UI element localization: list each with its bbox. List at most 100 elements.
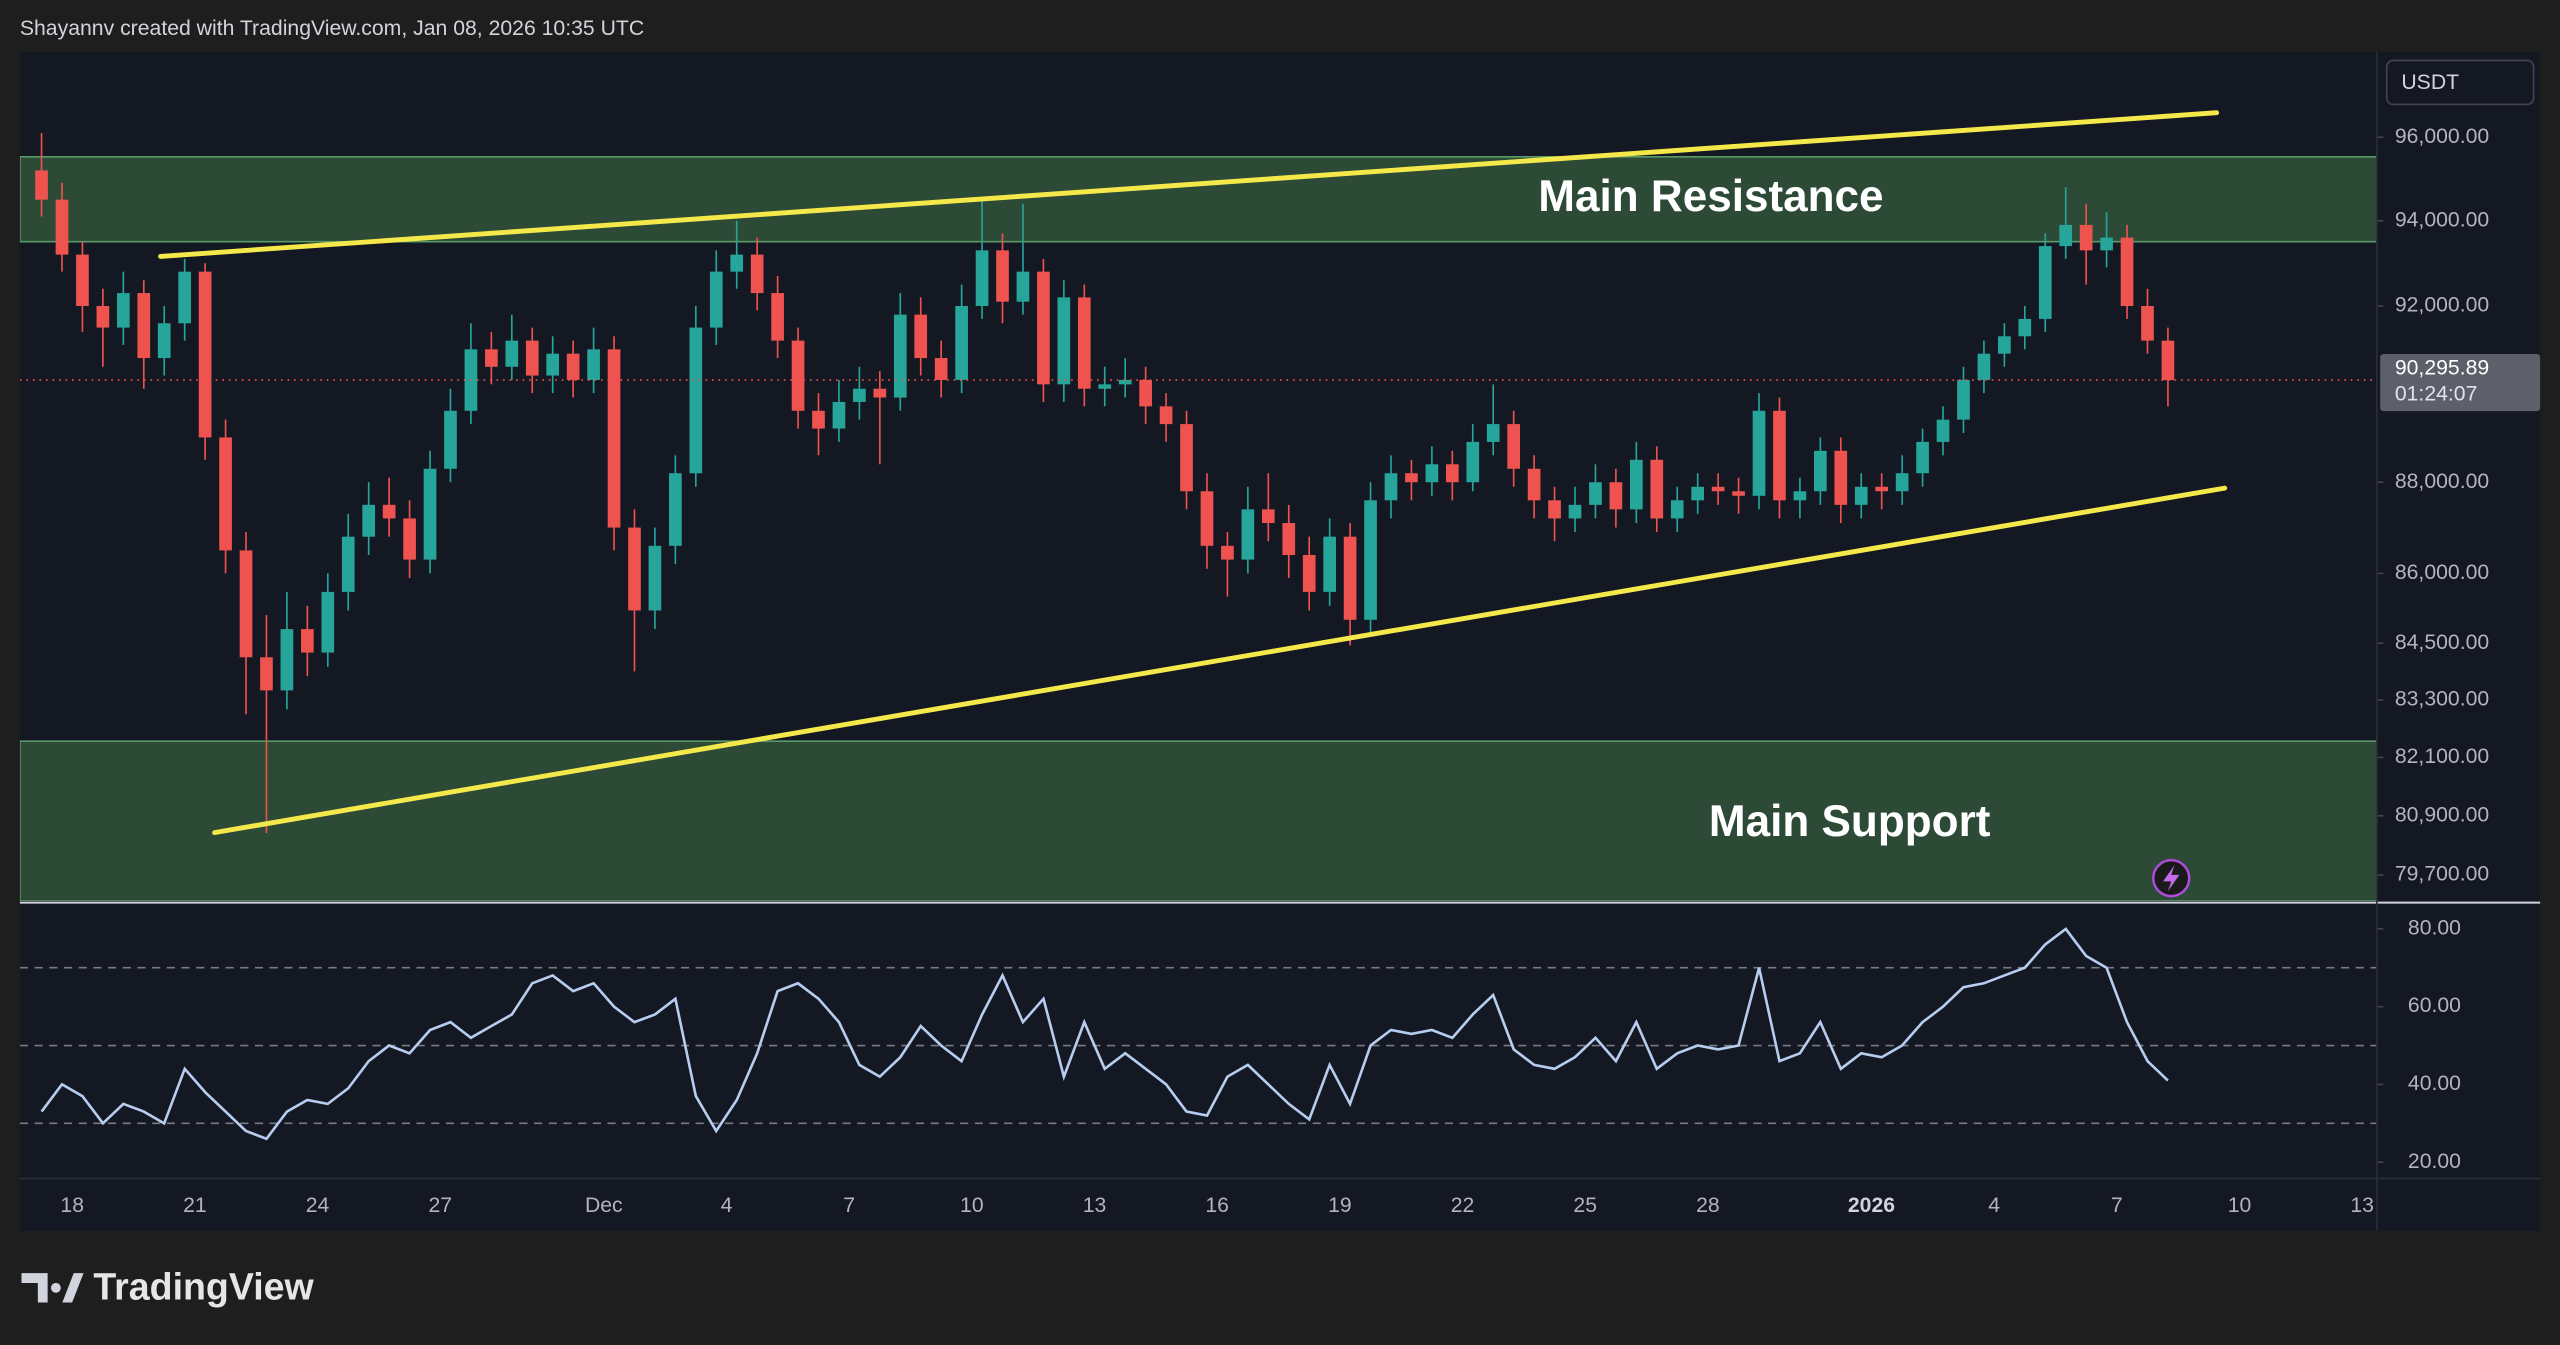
candle-body: [505, 340, 519, 367]
x-tick-label: 10: [960, 1194, 984, 1217]
candle-body: [198, 271, 212, 438]
candle-body: [587, 349, 600, 380]
x-tick-label: 25: [1573, 1194, 1597, 1217]
last-price: 90,295.89: [2395, 356, 2489, 379]
zone: [19, 740, 2377, 902]
candle-body: [1732, 491, 1745, 496]
rsi-tick-label: 40.00: [2408, 1072, 2461, 1095]
candle-body: [157, 323, 171, 359]
candle-body: [2120, 237, 2134, 306]
candle-body: [975, 250, 989, 306]
rsi-line: [40, 927, 2169, 1141]
candle-body: [1609, 482, 1623, 510]
candle-body: [1323, 536, 1336, 592]
candle-body: [1773, 410, 1786, 501]
candle-body: [260, 657, 273, 691]
brand-logo[interactable]: [21, 1273, 84, 1303]
rsi-tick-label: 20.00: [2408, 1150, 2461, 1173]
candle-body: [955, 305, 968, 380]
candle-body: [1895, 473, 1909, 492]
candle-body: [1814, 450, 1827, 492]
x-tick-label: Dec: [585, 1194, 623, 1217]
candle-body: [1527, 468, 1541, 501]
candle-body: [178, 271, 192, 324]
candle-body: [2141, 305, 2154, 341]
candle-body: [1998, 336, 2011, 354]
candle-body: [239, 550, 253, 658]
candle-body: [1548, 500, 1561, 519]
x-tick-label: 10: [2228, 1194, 2252, 1217]
candle-body: [1875, 486, 1889, 492]
trendline: [158, 110, 2220, 259]
candle-body: [321, 591, 335, 653]
x-tick-label: 4: [721, 1194, 733, 1217]
x-tick-label: 19: [1328, 1194, 1352, 1217]
candle-body: [382, 504, 396, 519]
candle-body: [566, 353, 580, 380]
candle-body: [1589, 482, 1602, 505]
y-tick-label: 84,500.00: [2395, 631, 2489, 654]
x-tick-label: 16: [1205, 1194, 1229, 1217]
candle-body: [423, 468, 437, 560]
candle-body: [1854, 486, 1868, 505]
countdown: 01:24:07: [2395, 382, 2478, 405]
candle-body: [2038, 246, 2052, 319]
candle-body: [648, 545, 662, 611]
trendline: [212, 485, 2228, 836]
candle-body: [812, 410, 825, 429]
candle-body: [35, 170, 48, 200]
brand[interactable]: TradingView: [93, 1265, 314, 1307]
candle-body: [1425, 464, 1439, 483]
candle-body: [362, 504, 376, 537]
x-tick-label: 7: [2111, 1194, 2123, 1217]
candle-body: [2161, 340, 2175, 381]
candle-body: [1670, 500, 1684, 519]
candle-body: [1711, 486, 1725, 492]
candle-body: [750, 254, 764, 294]
candle-body: [1507, 424, 1521, 469]
candle-body: [771, 293, 784, 341]
candle-body: [689, 327, 703, 474]
currency-box[interactable]: [2385, 59, 2535, 106]
candle-body: [893, 314, 907, 398]
candle-body: [873, 388, 887, 398]
candle-body: [525, 340, 539, 376]
candle-body: [1405, 473, 1418, 483]
candle-body: [1098, 384, 1112, 389]
candle-body: [1834, 450, 1848, 505]
candle-body: [1957, 379, 1970, 420]
x-tick-label: 2026: [1848, 1194, 1895, 1217]
zone-label: Main Support: [1709, 797, 1991, 846]
x-tick-label: 4: [1988, 1194, 2000, 1217]
rsi-tick-label: 60.00: [2408, 994, 2461, 1017]
candle-body: [709, 271, 723, 328]
x-tick-label: 13: [2350, 1194, 2374, 1217]
x-tick-label: 28: [1696, 1194, 1720, 1217]
candle-body: [96, 305, 110, 328]
candle-body: [2079, 224, 2093, 251]
candle-body: [1445, 464, 1459, 483]
candle-body: [116, 293, 130, 328]
x-tick-label: 22: [1451, 1194, 1475, 1217]
alert-icon[interactable]: [2152, 858, 2191, 898]
candle-body: [791, 340, 805, 411]
candle-body: [1037, 271, 1050, 385]
candle-body: [1118, 379, 1132, 385]
candle-body: [1568, 504, 1582, 519]
y-tick-label: 92,000.00: [2395, 294, 2489, 317]
candle-body: [853, 388, 866, 402]
candle-body: [2059, 224, 2073, 247]
candle-body: [607, 349, 621, 528]
x-tick-label: 24: [306, 1194, 330, 1217]
candle-body: [832, 401, 846, 429]
candle-body: [137, 293, 151, 359]
y-tick-label: 83,300.00: [2395, 687, 2489, 710]
currency[interactable]: USDT: [2401, 71, 2459, 94]
price-axis: [2376, 52, 2541, 1231]
candle-body: [1936, 419, 1950, 442]
candle-body: [1302, 555, 1316, 592]
x-tick-label: 13: [1083, 1194, 1107, 1217]
candle-body: [1364, 500, 1377, 620]
header: Shayannv created with TradingView.com, J…: [20, 17, 644, 40]
